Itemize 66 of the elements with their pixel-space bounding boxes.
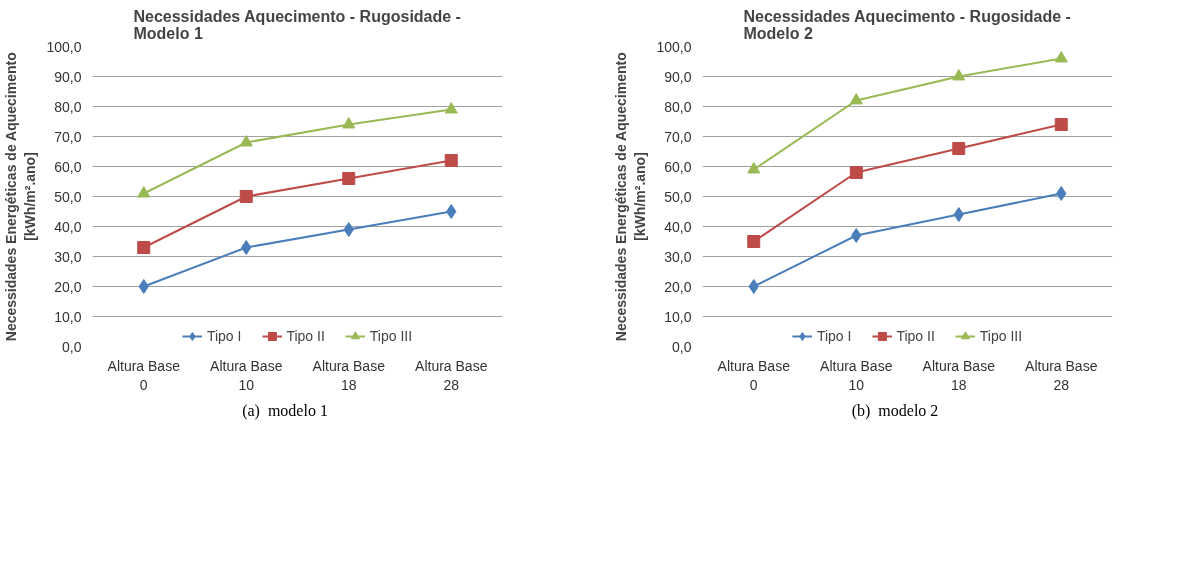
point [239, 190, 253, 203]
y-tick-label: 20,0 [54, 278, 82, 295]
x-tick-label: Altura Base 0 [717, 357, 791, 393]
chart-title: Necessidades Aquecimento - Rugosidade - Modelo 1 [133, 7, 461, 42]
y-tick-label: 70,0 [54, 128, 82, 145]
point [444, 154, 458, 167]
point [748, 279, 759, 294]
legend-label: Tipo I [206, 328, 242, 344]
y-tick-label: 60,0 [664, 158, 692, 175]
point [444, 102, 458, 114]
y-tick-label: 0,0 [62, 338, 82, 355]
x-tick-label: Altura Base 28 [1025, 357, 1098, 393]
y-axis-title: Necessidades Energéticas de Aquecimento [kWh/m².ano] [613, 52, 649, 342]
x-tick-label: Altura Base 10 [210, 357, 283, 393]
text: (a) modelo 1 [242, 401, 328, 422]
y-tick-label: 60,0 [54, 158, 82, 175]
point [851, 228, 862, 243]
y-tick-label: 50,0 [54, 188, 82, 205]
point [446, 204, 457, 219]
legend-label: Tipo III [369, 328, 413, 344]
point [953, 207, 964, 222]
y-tick-label: 20,0 [664, 278, 692, 295]
point [138, 279, 149, 294]
x-tick-label: Altura Base 18 [922, 357, 996, 393]
text: (b) modelo 2 [851, 401, 939, 422]
point [849, 166, 863, 179]
y-tick-label: 80,0 [664, 98, 692, 115]
y-tick-label: 40,0 [54, 218, 82, 235]
x-tick-label: Altura Base 28 [415, 357, 488, 393]
y-tick-label: 90,0 [54, 68, 82, 85]
point [241, 240, 252, 255]
legend-label: Tipo II [896, 328, 935, 344]
point [239, 135, 253, 147]
y-tick-label: 100,0 [46, 38, 82, 55]
point [747, 162, 761, 174]
y-tick-label: 30,0 [54, 248, 82, 265]
y-tick-label: 40,0 [664, 218, 692, 235]
point [952, 142, 966, 155]
point [952, 69, 966, 81]
y-tick-label: 70,0 [664, 128, 692, 145]
legend-label: Tipo III [979, 328, 1023, 344]
point [849, 93, 863, 105]
point [342, 117, 356, 129]
y-tick-label: 10,0 [54, 308, 82, 325]
x-tick-label: Altura Base 18 [312, 357, 386, 393]
chart-title: Necessidades Aquecimento - Rugosidade - Modelo 2 [743, 7, 1071, 42]
y-tick-label: 50,0 [664, 188, 692, 205]
point [137, 186, 151, 198]
point [1056, 186, 1067, 201]
x-tick-label: Altura Base 0 [107, 357, 181, 393]
point [1054, 118, 1068, 131]
y-tick-label: 100,0 [656, 38, 692, 55]
y-tick-label: 80,0 [54, 98, 82, 115]
point [342, 172, 356, 185]
y-axis-title: Necessidades Energéticas de Aquecimento [kWh/m².ano] [3, 52, 39, 342]
y-tick-label: 90,0 [664, 68, 692, 85]
y-tick-label: 30,0 [664, 248, 692, 265]
legend-label: Tipo I [816, 328, 852, 344]
legend-label: Tipo II [286, 328, 325, 344]
point [343, 222, 354, 237]
x-tick-label: Altura Base 10 [820, 357, 893, 393]
y-tick-label: 10,0 [664, 308, 692, 325]
point [747, 235, 761, 248]
y-tick-label: 0,0 [672, 338, 692, 355]
point [1054, 51, 1068, 63]
point [137, 241, 151, 254]
